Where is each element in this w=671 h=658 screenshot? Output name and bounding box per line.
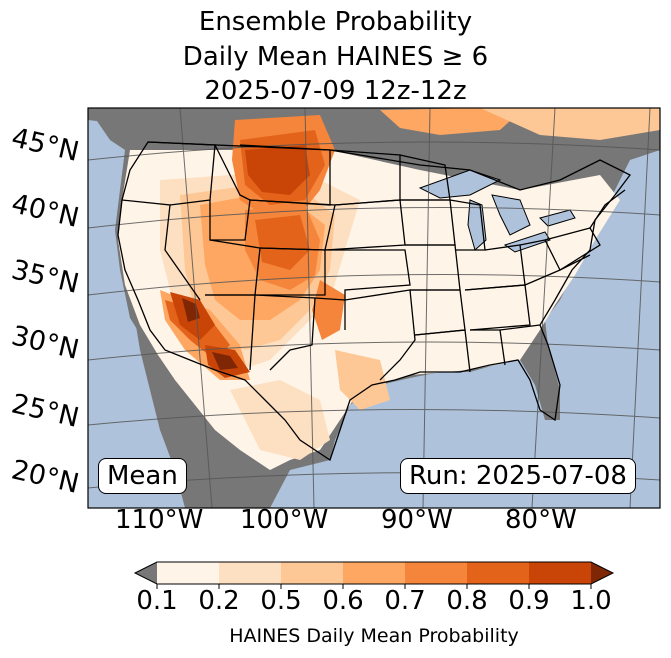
lon-label-90: 90°W [381,505,453,535]
colorbar-label: HAINES Daily Mean Probability [229,625,519,647]
chart-title-line3: 2025-07-09 12z-12z [204,76,467,106]
colorbar-segment [157,562,220,584]
chart-title-line2: Daily Mean HAINES ≥ 6 [182,42,489,72]
chart-title-line1: Ensemble Probability [198,7,473,37]
mexico-land [135,320,220,508]
colorbar-tick: 1.0 [570,586,612,616]
lon-label-80: 80°W [505,505,577,535]
colorbar-tick: 0.2 [198,586,240,616]
map-frame [87,107,661,509]
state-borders [117,141,631,462]
colorbar-over-arrow [591,562,613,584]
colorbar-segment [529,562,592,584]
great-lakes [418,169,576,253]
colorbar-segment [219,562,282,584]
colorbar-tick: 0.9 [508,586,550,616]
colorbar-tick: 0.5 [260,586,302,616]
colorbar-tick: 0.7 [384,586,426,616]
colorbar-tick: 0.6 [322,586,364,616]
run-label: Run: 2025-07-08 [400,458,636,494]
lon-label-100: 100°W [240,505,329,535]
canada-land [88,108,660,180]
colorbar-segment [343,562,406,584]
colorbar-segment [281,562,344,584]
colorbar-tick: 0.1 [136,586,178,616]
colorbar-segment [405,562,468,584]
lon-label-110: 110°W [115,505,204,535]
colorbar-under-arrow [135,562,157,584]
mean-label: Mean [98,458,187,494]
colorbar-tick: 0.8 [446,586,488,616]
colorbar-segment [467,562,530,584]
